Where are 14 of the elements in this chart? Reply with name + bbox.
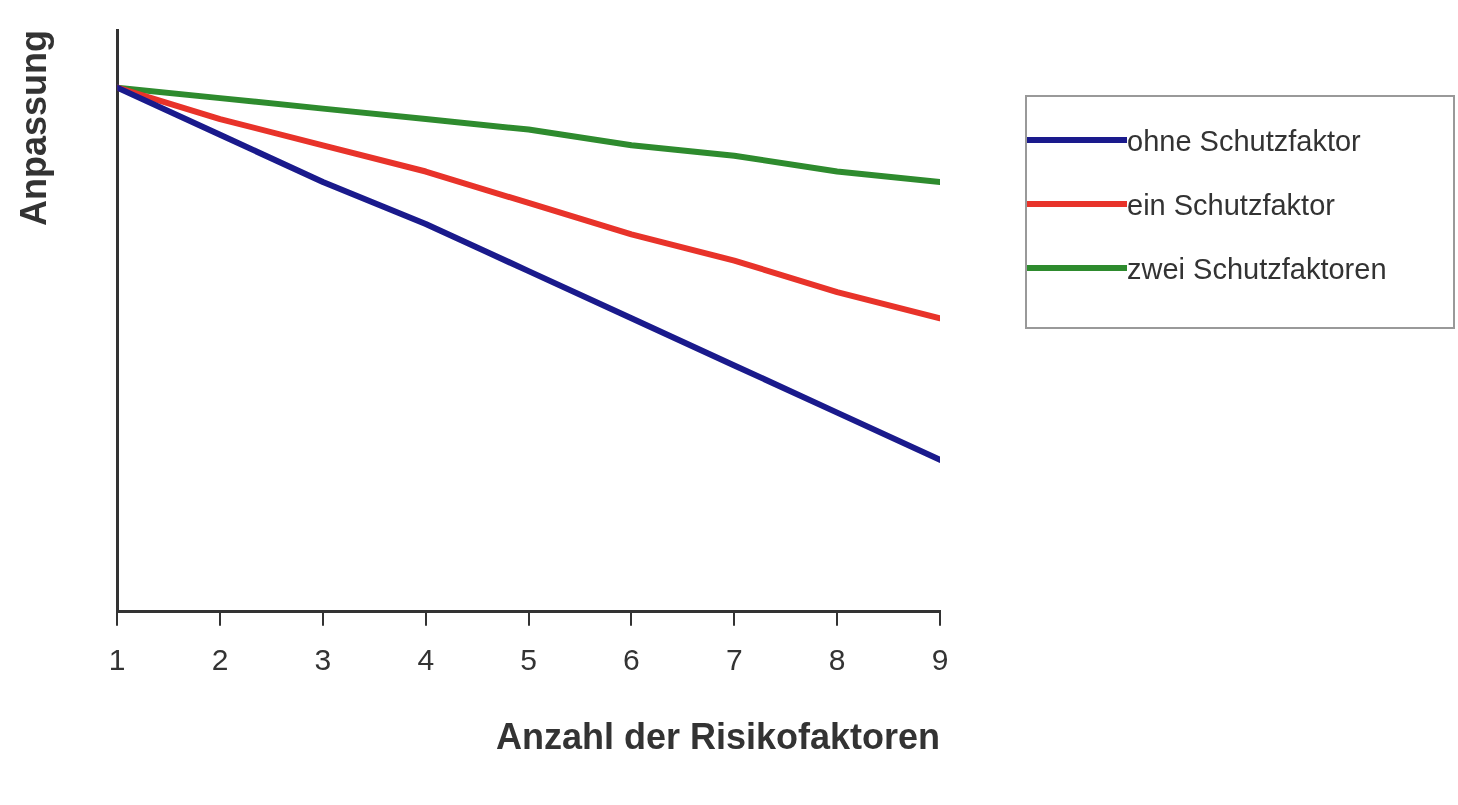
- x-tick-label: 6: [623, 643, 640, 677]
- x-axis-title: Anzahl der Risikofaktoren: [495, 716, 940, 758]
- legend-label: ein Schutzfaktor: [1127, 188, 1335, 223]
- x-tick-label: 9: [931, 643, 949, 677]
- legend-label: zwei Schutzfaktoren: [1127, 252, 1387, 287]
- x-tick-label: 1: [108, 643, 126, 677]
- x-tick-label: 8: [828, 643, 846, 677]
- x-tick-label: 5: [520, 643, 537, 677]
- x-tick-label: 7: [725, 643, 743, 677]
- x-tick-label: 3: [314, 643, 332, 677]
- y-axis-title: Anpassung: [12, 30, 54, 227]
- x-tick-label: 2: [211, 643, 229, 677]
- x-tick-label: 4: [417, 643, 435, 677]
- legend-label: ohne Schutzfaktor: [1127, 124, 1361, 159]
